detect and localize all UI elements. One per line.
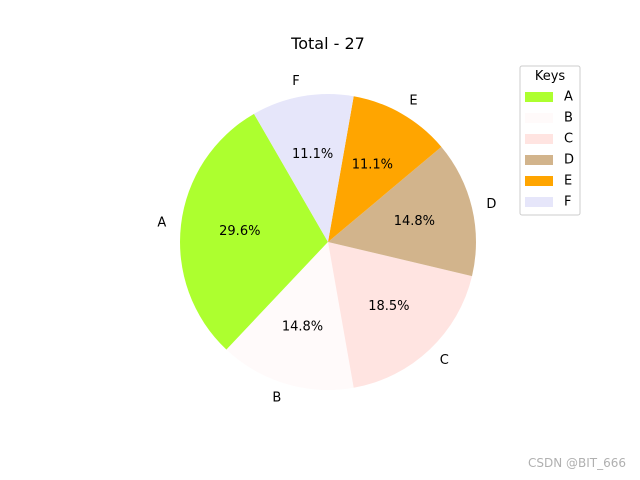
slice-A bbox=[180, 113, 328, 350]
percent-label-C: 18.5% bbox=[368, 299, 409, 314]
legend-swatch-F bbox=[525, 197, 553, 207]
percent-label-A: 29.6% bbox=[219, 224, 260, 239]
legend-label-D: D bbox=[564, 153, 574, 168]
chart-title: Total - 27 bbox=[290, 34, 365, 53]
legend-title: Keys bbox=[535, 69, 566, 84]
legend-label-A: A bbox=[564, 90, 573, 105]
legend-label-B: B bbox=[564, 111, 573, 126]
legend-label-E: E bbox=[564, 174, 572, 189]
category-label-F: F bbox=[292, 74, 299, 89]
category-label-E: E bbox=[409, 94, 417, 109]
category-label-D: D bbox=[486, 197, 496, 212]
legend-label-C: C bbox=[564, 132, 573, 147]
legend-swatch-B bbox=[525, 113, 553, 123]
category-label-B: B bbox=[272, 391, 281, 406]
percent-label-F: 11.1% bbox=[292, 147, 333, 162]
legend-swatch-E bbox=[525, 176, 553, 186]
slice-D bbox=[328, 146, 476, 277]
percent-label-E: 11.1% bbox=[352, 158, 393, 173]
legend-swatch-A bbox=[525, 92, 553, 102]
pie-labels: A 29.6% B 14.8% C 18.5% D 14.8% E 11.1% F 11.1% bbox=[157, 74, 496, 405]
legend-label-F: F bbox=[564, 195, 571, 210]
slice-E bbox=[328, 96, 442, 242]
percent-label-D: 14.8% bbox=[394, 214, 435, 229]
category-label-A: A bbox=[157, 216, 166, 231]
watermark: CSDN @BIT_666 bbox=[527, 456, 626, 470]
slice-C bbox=[328, 242, 473, 388]
legend-swatch-C bbox=[525, 134, 553, 144]
legend-swatch-D bbox=[525, 155, 553, 165]
pie-slices bbox=[180, 94, 476, 390]
slice-F bbox=[254, 94, 354, 242]
category-label-C: C bbox=[440, 353, 449, 368]
slice-B bbox=[226, 242, 354, 390]
percent-label-B: 14.8% bbox=[282, 320, 323, 335]
